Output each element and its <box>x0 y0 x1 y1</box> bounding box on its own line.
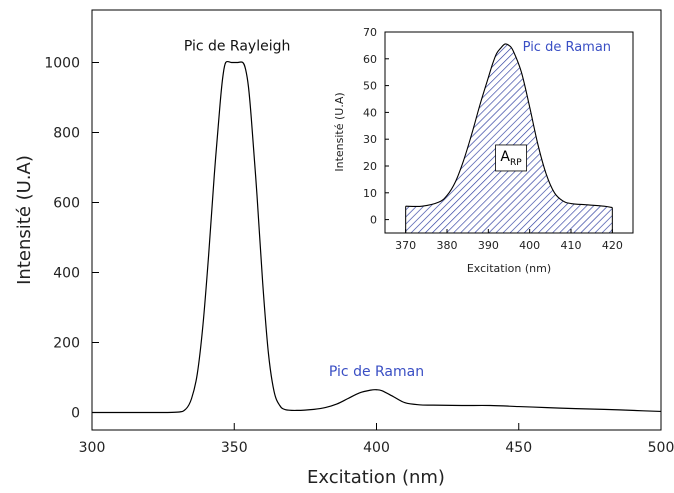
main-x-tick-label-350: 350 <box>221 440 248 456</box>
main-y-tick-label-800: 800 <box>53 126 80 142</box>
inset-x-tick-label-370: 370 <box>395 239 416 252</box>
inset-x-axis-title: Excitation (nm) <box>467 262 551 275</box>
area-label-main: A <box>500 149 510 165</box>
main-y-tick-label-200: 200 <box>53 336 80 352</box>
main-x-ticks: 300 350 400 450 500 <box>79 423 674 456</box>
main-y-axis-title: Intensité (U.A) <box>14 155 35 285</box>
area-label-subscript: RP <box>510 158 522 168</box>
inset-y-ticks: 0 10 20 30 40 50 60 70 <box>363 26 389 227</box>
inset-y-tick-label-50: 50 <box>363 80 377 93</box>
main-series-line <box>92 60 661 414</box>
main-y-tick-label-600: 600 <box>53 196 80 212</box>
inset-y-tick-label-60: 60 <box>363 53 377 66</box>
inset-x-tick-label-380: 380 <box>437 239 458 252</box>
inset-plot-frame <box>384 31 634 234</box>
inset-y-tick-label-70: 70 <box>363 26 377 39</box>
inset-hatched-area <box>405 43 613 233</box>
main-x-tick-label-400: 400 <box>363 440 390 456</box>
main-x-tick-label-300: 300 <box>79 440 106 456</box>
inset-y-tick-label-10: 10 <box>363 187 377 200</box>
inset-x-tick-label-390: 390 <box>478 239 499 252</box>
annotation-raman-peak: Pic de Raman <box>329 364 424 380</box>
inset-y-tick-label-30: 30 <box>363 133 377 146</box>
inset-x-tick-label-410: 410 <box>561 239 582 252</box>
main-y-tick-label-400: 400 <box>53 266 80 282</box>
area-label-text: ARP <box>500 149 522 168</box>
main-y-ticks: 0 200 400 600 800 1000 <box>44 56 99 422</box>
main-x-axis-title: Excitation (nm) <box>307 467 445 488</box>
annotation-rayleigh-peak: Pic de Rayleigh <box>184 38 291 54</box>
inset-x-tick-label-420: 420 <box>602 239 623 252</box>
main-x-tick-label-500: 500 <box>648 440 674 456</box>
inset-y-tick-label-20: 20 <box>363 160 377 173</box>
inset-chart: 370 380 390 400 410 420 0 10 20 30 40 50 60 70 Excit… <box>333 26 634 275</box>
main-y-tick-label-0: 0 <box>71 406 80 422</box>
area-label-box: ARP <box>495 144 527 172</box>
main-y-tick-label-1000: 1000 <box>44 56 80 72</box>
inset-y-axis-title: Intensité (U.A) <box>333 92 346 171</box>
area-label-frame <box>495 144 527 172</box>
inset-x-ticks: 370 380 390 400 410 420 <box>395 229 623 252</box>
inset-series-line <box>405 43 613 209</box>
inset-annotation-raman-peak: Pic de Raman <box>523 40 611 55</box>
main-x-tick-label-450: 450 <box>505 440 532 456</box>
inset-x-tick-label-400: 400 <box>519 239 540 252</box>
inset-y-tick-label-0: 0 <box>370 214 377 227</box>
inset-y-tick-label-40: 40 <box>363 106 377 119</box>
